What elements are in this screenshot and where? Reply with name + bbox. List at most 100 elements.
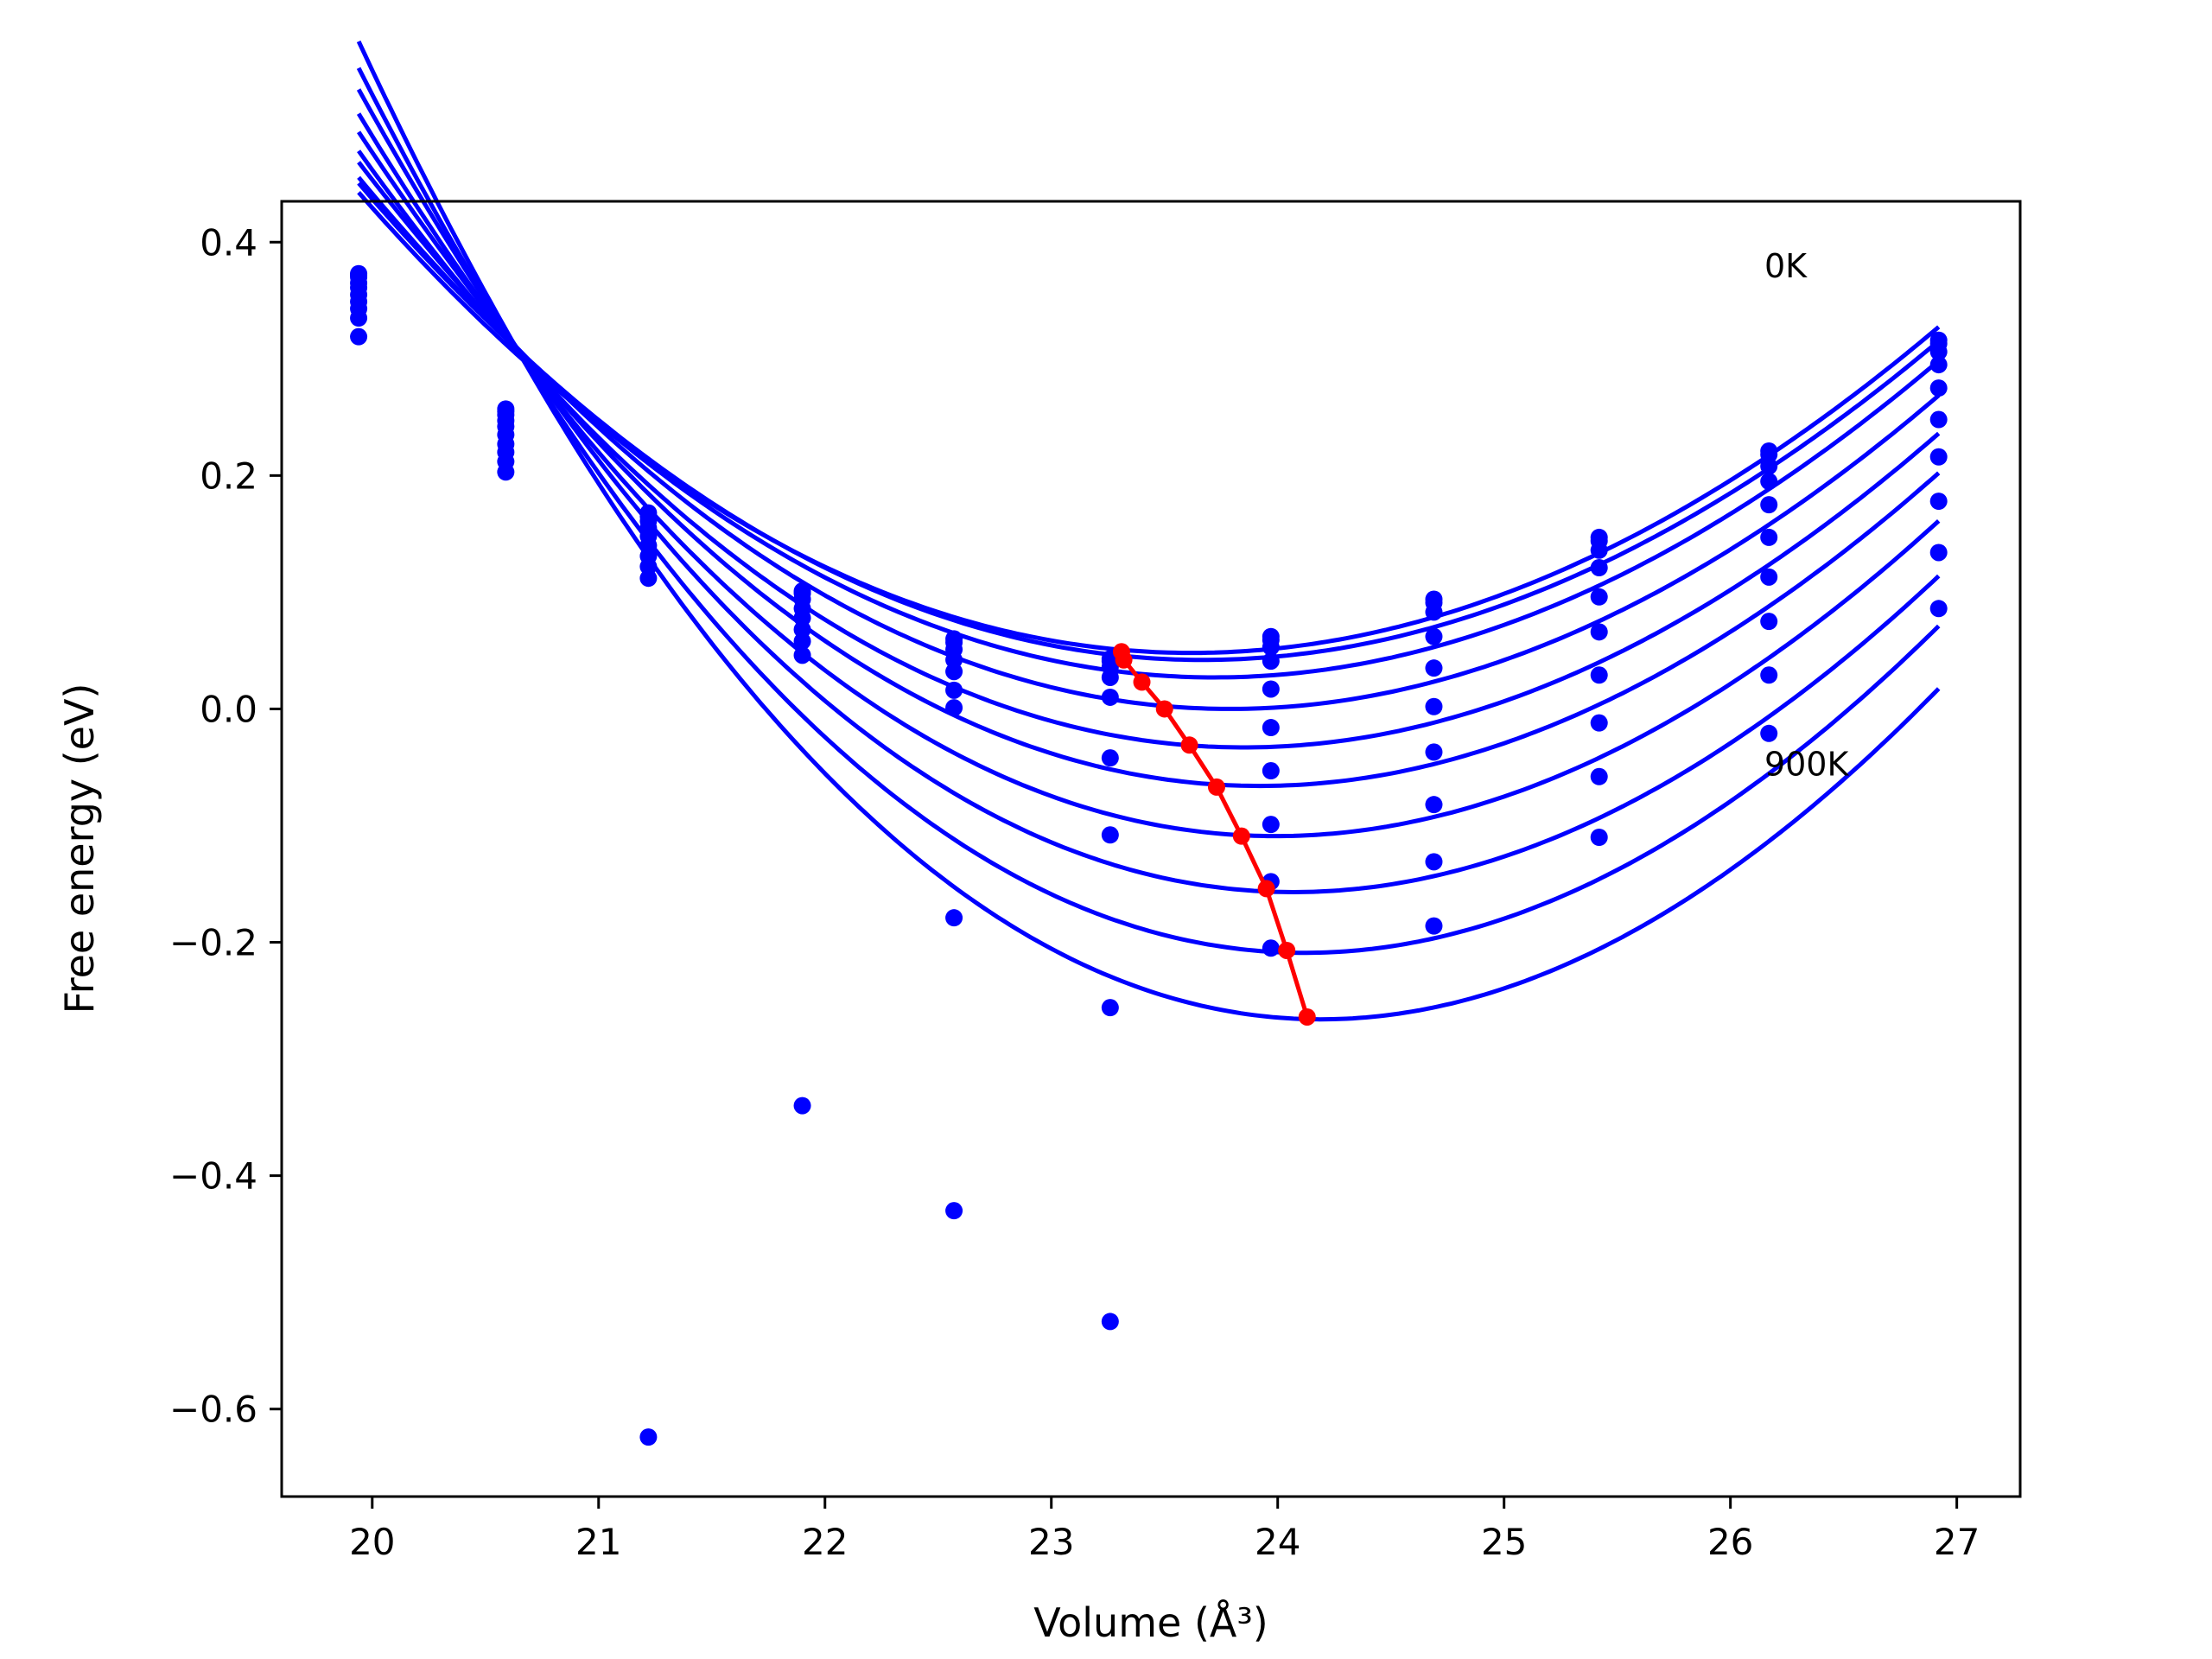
data-point-6-5 bbox=[1101, 826, 1119, 844]
data-point-8-3 bbox=[793, 1096, 811, 1115]
data-point-7-3 bbox=[793, 646, 811, 664]
data-point-5-5 bbox=[1101, 749, 1119, 767]
minimum-point-7 bbox=[1257, 880, 1275, 898]
y-tick-label-3: −0.2 bbox=[169, 922, 257, 964]
data-point-3-6 bbox=[1262, 652, 1280, 671]
minimum-point-3 bbox=[1155, 700, 1173, 718]
minimum-point-6 bbox=[1232, 827, 1250, 845]
fit-curve-7 bbox=[356, 88, 1941, 895]
minimum-point-4 bbox=[1180, 736, 1198, 754]
data-point-6-10 bbox=[1929, 448, 1948, 466]
data-point-8-4 bbox=[945, 1202, 963, 1220]
minimum-path-line bbox=[1119, 651, 1310, 1018]
data-point-4-8 bbox=[1590, 588, 1608, 606]
data-point-8-0 bbox=[350, 309, 368, 327]
x-tick-label-2: 22 bbox=[802, 1521, 848, 1563]
plot-frame bbox=[280, 200, 2022, 1498]
data-point-8-2 bbox=[639, 569, 658, 588]
x-tick-label-5: 25 bbox=[1481, 1521, 1527, 1563]
data-point-4-10 bbox=[1929, 379, 1948, 397]
data-point-3-10 bbox=[1929, 356, 1948, 374]
data-point-2-6 bbox=[1262, 638, 1280, 656]
data-point-7-10 bbox=[1929, 493, 1948, 511]
data-point-7-5 bbox=[1101, 999, 1119, 1017]
x-tick-label-6: 26 bbox=[1707, 1521, 1753, 1563]
data-point-4-7 bbox=[1425, 659, 1443, 677]
data-point-6-3 bbox=[793, 632, 811, 651]
annotations: 0K 900K bbox=[1764, 247, 1850, 784]
y-tick-label-4: −0.4 bbox=[169, 1155, 257, 1198]
data-point-8-9 bbox=[1760, 666, 1778, 684]
fit-curve-5 bbox=[357, 130, 1941, 789]
data-point-8-5 bbox=[1101, 1313, 1119, 1331]
y-tick-label-2: 0.0 bbox=[200, 688, 257, 730]
fit-curve-1 bbox=[357, 181, 1941, 663]
data-point-7-8 bbox=[1590, 714, 1608, 732]
data-point-7-7 bbox=[1425, 796, 1443, 814]
data-point-5-8 bbox=[1590, 623, 1608, 641]
data-point-8-8 bbox=[1590, 767, 1608, 785]
y-axis-ticks: 0.4 0.2 0.0 −0.2 −0.4 −0.6 bbox=[169, 221, 282, 1431]
y-tick-label-0: 0.4 bbox=[200, 221, 257, 264]
data-point-4-9 bbox=[1760, 496, 1778, 514]
data-point-9-1 bbox=[497, 463, 515, 481]
x-tick-label-1: 21 bbox=[575, 1521, 621, 1563]
data-point-5-6 bbox=[1262, 719, 1280, 737]
data-point-4-5 bbox=[1101, 688, 1119, 706]
minimum-point-5 bbox=[1207, 778, 1225, 796]
x-tick-label-3: 23 bbox=[1028, 1521, 1074, 1563]
data-point-6-6 bbox=[1262, 762, 1280, 780]
data-point-7-6 bbox=[1262, 816, 1280, 834]
x-tick-label-4: 24 bbox=[1255, 1521, 1300, 1563]
data-point-7-4 bbox=[945, 909, 963, 927]
data-point-9-6 bbox=[1262, 939, 1280, 957]
data-point-3-9 bbox=[1760, 473, 1778, 491]
data-point-9-8 bbox=[1590, 828, 1608, 846]
data-point-5-9 bbox=[1760, 528, 1778, 546]
data-point-8-10 bbox=[1929, 543, 1948, 562]
annotation-0: 0K bbox=[1764, 247, 1808, 285]
data-point-2-9 bbox=[1760, 457, 1778, 475]
data-point-2-7 bbox=[1425, 603, 1443, 621]
data-point-6-8 bbox=[1590, 666, 1608, 684]
data-point-8-7 bbox=[1425, 853, 1443, 871]
y-axis-title: Free energy (eV) bbox=[56, 683, 103, 1014]
fit-curve-8 bbox=[356, 67, 1941, 956]
y-tick-label-1: 0.2 bbox=[200, 454, 257, 497]
minimum-point-9 bbox=[1298, 1007, 1316, 1026]
x-tick-label-7: 27 bbox=[1934, 1521, 1980, 1563]
minimum-point-8 bbox=[1278, 941, 1296, 959]
data-point-9-10 bbox=[1929, 600, 1948, 618]
data-point-4-4 bbox=[945, 663, 963, 681]
data-point-9-9 bbox=[1760, 724, 1778, 742]
data-point-2-10 bbox=[1929, 343, 1948, 361]
fit-curve-4 bbox=[357, 149, 1941, 750]
data-point-4-6 bbox=[1262, 680, 1280, 698]
data-point-6-9 bbox=[1760, 568, 1778, 586]
data-point-5-7 bbox=[1425, 697, 1443, 715]
fit-curve-6 bbox=[356, 112, 1941, 839]
data-points bbox=[350, 264, 1948, 1446]
data-point-6-4 bbox=[945, 699, 963, 717]
x-axis-ticks: 20 21 22 23 24 25 26 27 bbox=[349, 1497, 1980, 1563]
data-point-5-4 bbox=[945, 681, 963, 699]
fit-curve-9 bbox=[356, 40, 1941, 1022]
data-point-9-0 bbox=[350, 327, 368, 346]
x-axis-title: Volume (Å³) bbox=[1033, 1599, 1268, 1646]
minimum-point-2 bbox=[1133, 673, 1151, 691]
minimum-point-1 bbox=[1115, 651, 1133, 669]
y-tick-label-5: −0.6 bbox=[169, 1389, 257, 1431]
data-point-7-9 bbox=[1760, 613, 1778, 631]
minimum-path bbox=[1112, 643, 1316, 1026]
data-point-9-7 bbox=[1425, 917, 1443, 935]
data-point-9-2 bbox=[639, 1428, 658, 1446]
fit-curve-3 bbox=[357, 161, 1941, 711]
data-point-6-7 bbox=[1425, 743, 1443, 761]
fit-curve-2 bbox=[357, 175, 1941, 680]
data-point-3-8 bbox=[1590, 559, 1608, 577]
data-point-2-8 bbox=[1590, 541, 1608, 559]
data-point-3-5 bbox=[1101, 668, 1119, 686]
fit-curves bbox=[356, 40, 1941, 1022]
data-point-5-10 bbox=[1929, 410, 1948, 429]
